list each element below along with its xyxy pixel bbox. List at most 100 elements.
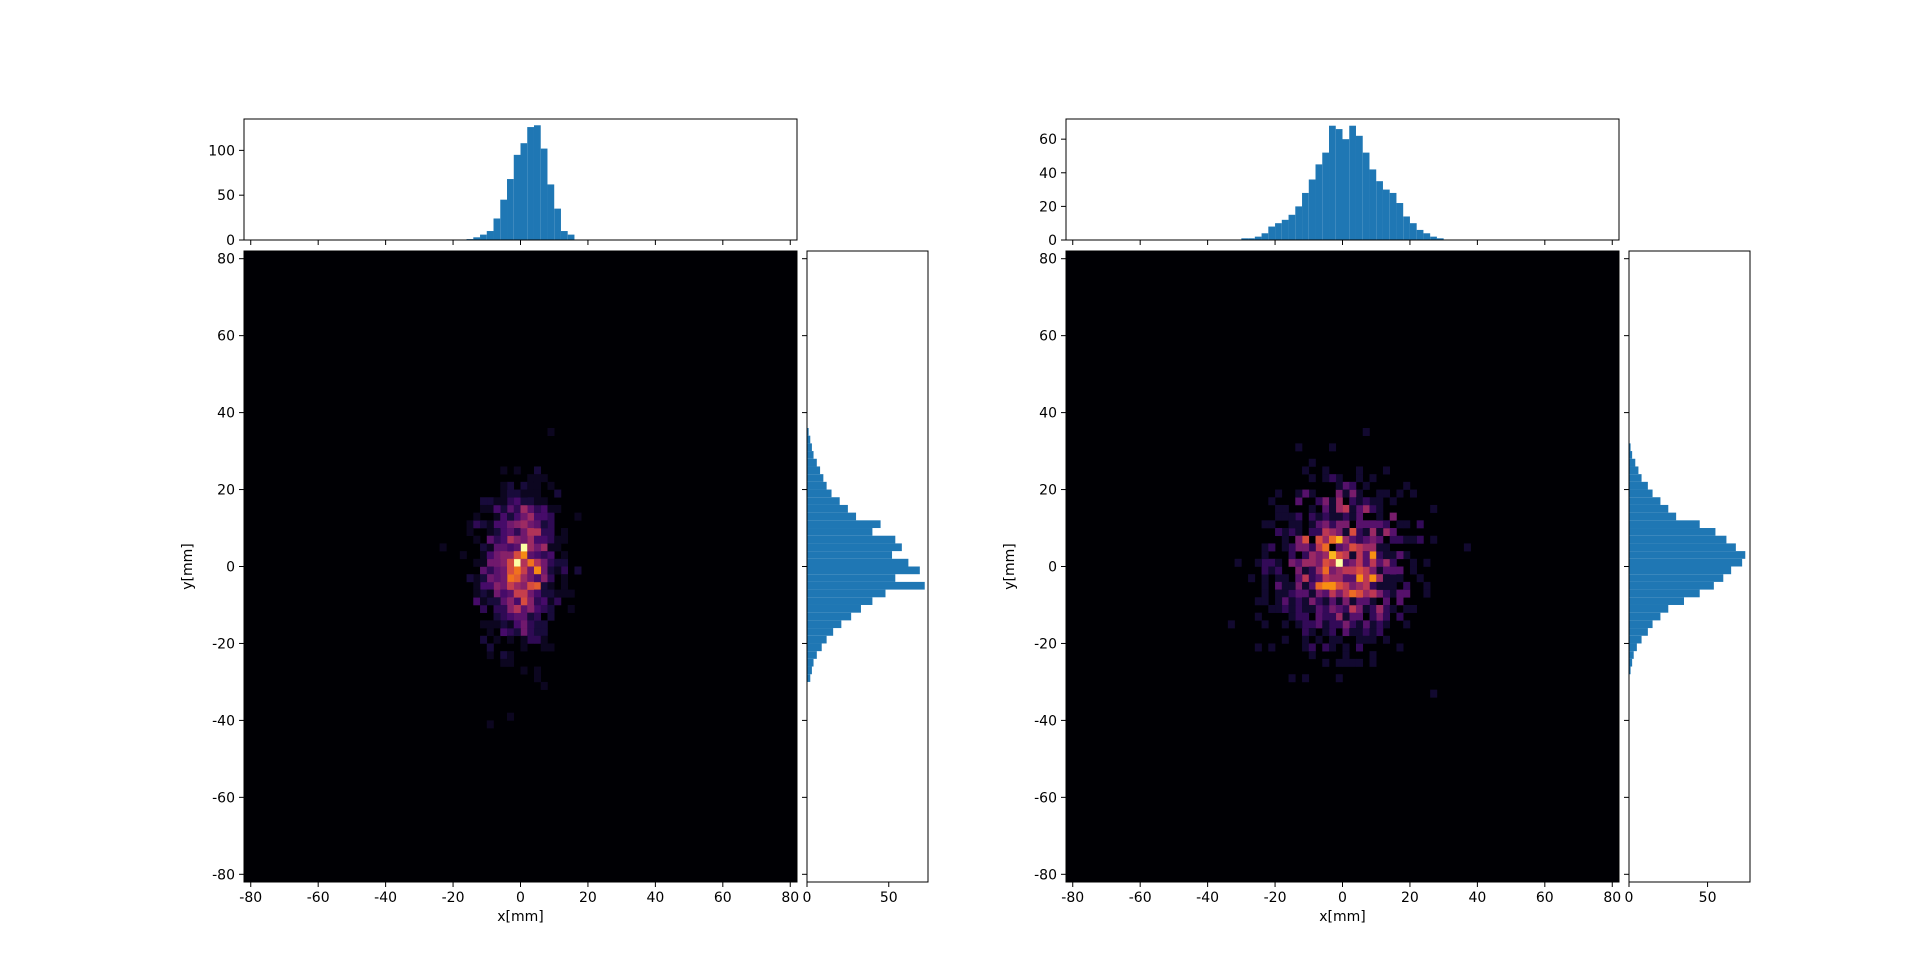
heatmap-cell: [1362, 497, 1370, 506]
heatmap-cell: [500, 558, 508, 567]
heatmap-cell: [1355, 504, 1364, 513]
heatmap-cell: [533, 474, 542, 483]
heatmap-cell: [1315, 635, 1323, 644]
heatmap-cell: [1275, 489, 1283, 498]
heatmap-cell: [1362, 574, 1370, 583]
right-hist-bar: [1629, 489, 1653, 498]
heatmap-cell: [1329, 497, 1337, 506]
right-hist-bar: [807, 574, 896, 582]
heatmap-cell: [1349, 566, 1357, 575]
heatmap-cell: [1315, 512, 1323, 521]
heatmap-cell: [1376, 581, 1384, 590]
heatmap-cell: [1302, 643, 1310, 652]
heatmap-cell: [1369, 504, 1377, 513]
right-hist-bar: [1629, 528, 1716, 536]
heatmap-cell: [1396, 612, 1404, 621]
heatmap-cell: [1349, 535, 1357, 544]
heatmap-cell: [1382, 566, 1390, 575]
heatmap-cell: [493, 612, 501, 621]
heatmap-cell: [560, 535, 568, 544]
right-hist-x-tick-label: 50: [1699, 890, 1717, 906]
heatmap-cell: [1302, 597, 1310, 606]
heatmap-cell: [1268, 566, 1276, 575]
heatmap-cell: [1335, 604, 1343, 613]
heatmap-cell: [1335, 520, 1343, 529]
heatmap-cell: [1342, 574, 1350, 583]
heatmap-cell: [540, 512, 548, 521]
right-hist-bar: [807, 620, 842, 629]
heatmap-cell: [507, 504, 515, 513]
heatmap-cell: [527, 635, 535, 644]
heatmap-cell: [1322, 528, 1330, 537]
heatmap-cell: [513, 466, 521, 475]
heatmap-cell: [533, 597, 542, 606]
heatmap-cell: [1355, 628, 1364, 637]
heatmap-cell: [1349, 604, 1357, 613]
x-axis-label: x[mm]: [1319, 909, 1365, 925]
heatmap-cell: [493, 535, 501, 544]
heatmap-cell: [527, 612, 535, 621]
heatmap-cell: [547, 604, 555, 613]
heatmap-cell: [1261, 620, 1269, 629]
heatmap-cell: [1322, 551, 1330, 560]
right-hist-bar: [807, 651, 817, 659]
heatmap-cell: [1463, 543, 1471, 552]
heatmap-cell: [547, 597, 555, 606]
heatmap-cell: [473, 574, 481, 583]
heatmap-cell: [1329, 551, 1337, 560]
right-hist-bar: [1629, 566, 1732, 575]
heatmap-cell: [567, 604, 575, 613]
heatmap-cell: [1335, 543, 1343, 552]
heatmap-cell: [540, 681, 548, 690]
heatmap-cell: [493, 497, 501, 506]
heatmap-cell: [533, 489, 542, 498]
heatmap-cell: [1362, 535, 1370, 544]
heatmap-cell: [486, 643, 494, 652]
heatmap-cell: [533, 612, 542, 621]
heatmap-cell: [1275, 566, 1283, 575]
heatmap-cell: [527, 628, 535, 637]
heatmap-cell: [1430, 689, 1438, 698]
heatmap-cell: [547, 551, 555, 560]
right-hist-bar: [1629, 628, 1648, 636]
heatmap-cell: [1335, 589, 1343, 598]
heatmap-cell: [533, 497, 542, 506]
heatmap-cell: [1369, 604, 1377, 613]
heatmap-cell: [1335, 620, 1343, 629]
heatmap-cell: [1369, 566, 1377, 575]
heatmap-cell: [1315, 520, 1323, 529]
right-hist-bar: [1629, 512, 1677, 521]
heatmap-cell: [1349, 481, 1357, 490]
heatmap-cell: [567, 589, 575, 598]
heatmap-cell: [540, 635, 548, 644]
heatmap-cell: [1355, 551, 1364, 560]
heatmap-cell: [520, 551, 528, 560]
y-tick-label: -60: [1034, 790, 1057, 806]
heatmap-cell: [1355, 589, 1364, 598]
top-hist-bar: [533, 125, 541, 240]
heatmap-cell: [1275, 604, 1283, 613]
right-hist-bar: [807, 566, 920, 575]
heatmap-cell: [1396, 551, 1404, 560]
right-hist-bar: [807, 435, 811, 444]
heatmap-cell: [1369, 543, 1377, 552]
y-tick-label: -80: [1034, 867, 1057, 883]
heatmap-cell: [513, 551, 521, 560]
right-hist-bar: [807, 535, 896, 544]
heatmap-cell: [1288, 512, 1296, 521]
heatmap-cell: [1389, 574, 1397, 583]
x-tick-label: -40: [374, 890, 397, 906]
heatmap-cell: [560, 574, 568, 583]
right-hist-bar: [807, 528, 873, 536]
heatmap-cell: [1315, 528, 1323, 537]
heatmap-cell: [493, 512, 501, 521]
right-hist-bar: [807, 427, 809, 436]
heatmap-cell: [1396, 574, 1404, 583]
heatmap-cell: [540, 558, 548, 567]
heatmap-cell: [527, 597, 535, 606]
heatmap-cell: [1342, 604, 1350, 613]
heatmap-cell: [1302, 489, 1310, 498]
heatmap-cell: [1315, 543, 1323, 552]
heatmap-cell: [486, 551, 494, 560]
heatmap-cell: [466, 574, 474, 583]
